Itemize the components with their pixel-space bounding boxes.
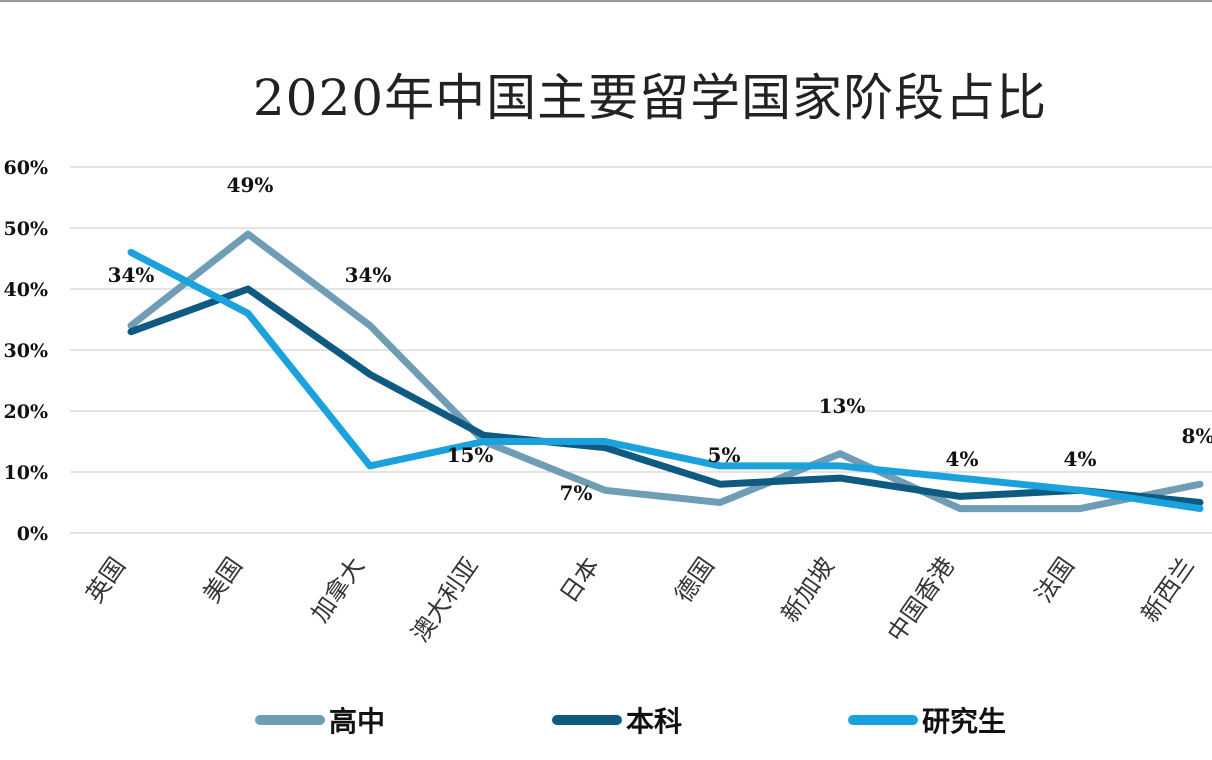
- data-label: 15%: [447, 443, 494, 467]
- legend-item-graduate[interactable]: 研究生: [848, 700, 1006, 740]
- x-tick-label: 法国: [1029, 552, 1079, 607]
- series-line-本科[interactable]: [127, 285, 1204, 506]
- x-tick-label: 加拿大: [306, 552, 370, 627]
- data-label: 7%: [560, 481, 593, 505]
- top-border: [0, 0, 1212, 2]
- y-tick-label: 50%: [4, 218, 49, 240]
- series-line-研究生[interactable]: [127, 248, 1204, 513]
- data-label: 4%: [946, 447, 979, 471]
- x-tick-label: 日本: [554, 552, 604, 607]
- y-tick-label: 40%: [4, 279, 49, 301]
- data-label: 13%: [819, 394, 866, 418]
- legend-label: 本科: [626, 705, 683, 738]
- chart-title: 2020年中国主要留学国家阶段占比: [252, 69, 1048, 127]
- x-tick-label: 澳大利亚: [406, 552, 484, 647]
- data-label: 4%: [1064, 447, 1097, 471]
- y-tick-label: 30%: [4, 340, 49, 362]
- data-label: 34%: [108, 263, 155, 287]
- legend-label: 高中: [329, 705, 386, 738]
- legend-swatch-high-school: [255, 715, 325, 725]
- data-label: 8%: [1182, 424, 1212, 448]
- x-tick-label: 新西兰: [1136, 552, 1200, 627]
- x-tick-label: 新加坡: [776, 552, 840, 627]
- legend-item-undergraduate[interactable]: 本科: [552, 700, 682, 740]
- series-line-高中[interactable]: [127, 230, 1204, 513]
- legend-label: 研究生: [922, 705, 1007, 738]
- y-tick-label: 0%: [17, 523, 48, 545]
- x-tick-label: 美国: [197, 552, 247, 607]
- legend-item-high-school[interactable]: 高中: [255, 700, 385, 740]
- y-tick-label: 10%: [4, 462, 49, 484]
- legend-swatch-graduate: [848, 715, 918, 725]
- data-label: 34%: [345, 263, 392, 287]
- legend: 高中 本科 研究生: [0, 700, 1212, 740]
- y-tick-label: 20%: [4, 401, 49, 423]
- y-tick-label: 60%: [4, 157, 49, 179]
- x-tick-label: 德国: [669, 552, 719, 607]
- data-label: 49%: [227, 173, 274, 197]
- x-tick-label: 中国香港: [882, 552, 960, 647]
- x-tick-label: 英国: [80, 552, 130, 607]
- legend-swatch-undergraduate: [552, 715, 622, 725]
- line-chart: 0% 10% 20% 30% 40% 50% 60% 34% 49% 34% 15% 7% 5% 13% 4…: [4, 157, 1212, 647]
- data-label: 5%: [708, 443, 741, 467]
